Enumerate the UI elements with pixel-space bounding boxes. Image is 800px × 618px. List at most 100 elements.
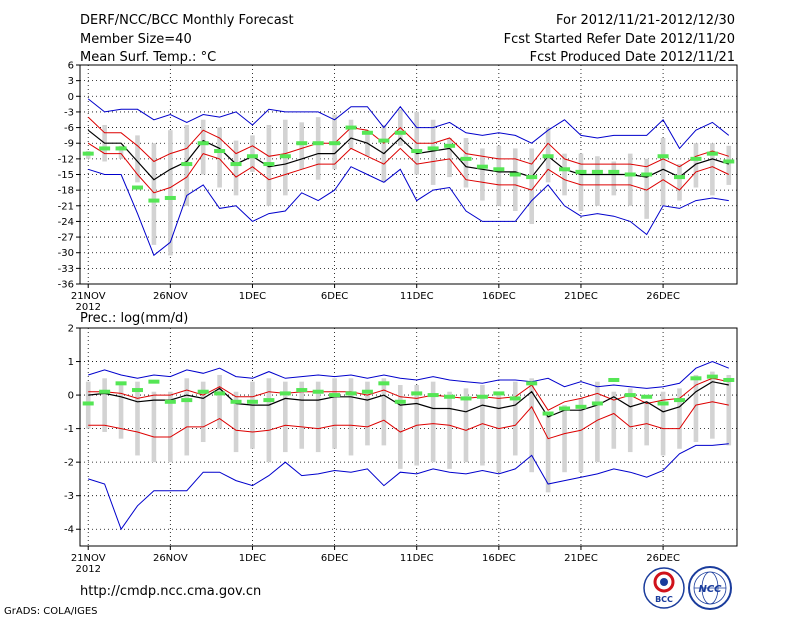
spread-bar bbox=[627, 153, 633, 206]
member-mark bbox=[427, 393, 439, 398]
spread-bar bbox=[217, 374, 222, 429]
member-mark bbox=[246, 399, 258, 404]
member-mark bbox=[99, 389, 111, 394]
spread-bar bbox=[710, 143, 715, 196]
spread-bar bbox=[447, 391, 452, 469]
x-tick-label: 21DEC bbox=[564, 553, 598, 564]
x-tick-label: 11DEC bbox=[400, 553, 434, 564]
member-mark bbox=[690, 376, 702, 381]
y-tick-label: -1 bbox=[64, 424, 74, 435]
source-url[interactable]: http://cmdp.ncc.cma.gov.cn bbox=[80, 584, 261, 599]
y-tick-label: -6 bbox=[64, 123, 74, 134]
spread-bar bbox=[529, 378, 534, 473]
member-mark bbox=[542, 411, 554, 416]
member-mark bbox=[181, 162, 193, 167]
spread-bar bbox=[381, 378, 387, 446]
member-mark bbox=[411, 149, 423, 154]
grads-credit: GrADS: COLA/IGES bbox=[4, 606, 98, 617]
member-mark bbox=[575, 169, 587, 174]
member-mark bbox=[427, 146, 439, 151]
spread-bar bbox=[365, 381, 370, 446]
y-tick-label: 6 bbox=[68, 61, 74, 72]
member-mark bbox=[657, 154, 669, 159]
spread-bar bbox=[463, 138, 469, 188]
member-mark bbox=[115, 381, 127, 386]
member-mark bbox=[394, 130, 406, 135]
spread-bar bbox=[266, 378, 272, 463]
member-mark bbox=[131, 388, 143, 393]
spread-bar bbox=[677, 164, 682, 201]
spread-bar bbox=[627, 388, 633, 453]
spread-bar bbox=[118, 145, 124, 159]
ensemble-mean-line bbox=[88, 381, 729, 418]
y-tick-label: 3 bbox=[68, 76, 74, 87]
member-mark bbox=[378, 138, 390, 143]
member-mark bbox=[476, 164, 488, 169]
x-tick-sublabel: 2012 bbox=[75, 302, 100, 313]
spread-bar bbox=[200, 381, 206, 443]
produced-date-label: Fcst Produced Date 2012/11/21 bbox=[530, 50, 735, 65]
member-mark bbox=[312, 141, 324, 146]
member-mark bbox=[361, 130, 373, 135]
y-tick-label: 0 bbox=[68, 391, 74, 402]
spread-bar bbox=[480, 385, 485, 466]
member-mark bbox=[329, 141, 341, 146]
y-tick-label: -12 bbox=[58, 154, 74, 165]
spread-bar bbox=[644, 158, 649, 219]
member-mark bbox=[329, 393, 341, 398]
spread-bar bbox=[168, 130, 173, 256]
member-mark bbox=[263, 162, 275, 167]
member-mark bbox=[296, 388, 308, 393]
member-mark bbox=[559, 406, 571, 411]
spread-bar bbox=[315, 117, 321, 180]
spread-bar bbox=[677, 388, 682, 449]
member-mark bbox=[394, 399, 406, 404]
member-mark bbox=[460, 396, 472, 401]
member-mark bbox=[444, 394, 456, 399]
member-mark bbox=[214, 149, 226, 154]
member-size-label: Member Size=40 bbox=[80, 32, 192, 47]
x-tick-label: 26DEC bbox=[646, 553, 680, 564]
y-tick-label: -33 bbox=[58, 264, 74, 275]
spread-bar bbox=[562, 405, 567, 473]
member-mark bbox=[657, 401, 669, 406]
y-tick-label: -21 bbox=[58, 201, 74, 212]
spread-bar bbox=[578, 398, 584, 473]
variable-label: Mean Surf. Temp.: °C bbox=[80, 50, 216, 65]
inner-lower-line bbox=[87, 142, 730, 194]
y-tick-label: -27 bbox=[58, 233, 74, 244]
spread-bar bbox=[578, 153, 584, 211]
spread-bar bbox=[595, 156, 600, 206]
member-mark bbox=[99, 146, 111, 151]
x-tick-label: 1DEC bbox=[239, 553, 266, 564]
forecast-period-label: For 2012/11/21-2012/12/30 bbox=[556, 13, 735, 28]
member-mark bbox=[706, 374, 718, 379]
member-mark bbox=[246, 154, 258, 159]
x-tick-label: 21NOV bbox=[71, 553, 106, 564]
member-mark bbox=[197, 141, 209, 146]
member-mark bbox=[641, 394, 653, 399]
member-mark bbox=[279, 154, 291, 159]
member-mark bbox=[312, 389, 324, 394]
spread-bar bbox=[430, 381, 436, 463]
x-tick-label: 26NOV bbox=[153, 291, 188, 302]
x-tick-label: 6DEC bbox=[321, 291, 348, 302]
spread-bar bbox=[480, 148, 485, 201]
figure-title: DERF/NCC/BCC Monthly Forecast bbox=[80, 13, 294, 28]
y-tick-label: -30 bbox=[58, 248, 74, 259]
spread-bar bbox=[151, 391, 157, 463]
member-mark bbox=[526, 175, 538, 180]
y-tick-label: -2 bbox=[64, 458, 74, 469]
spread-bar bbox=[512, 381, 518, 456]
spread-bar bbox=[250, 381, 255, 449]
temperature-chart: 6 3 0 -3 -6 -9 -12 -15 -18 -21 -24 -27 -30 -33 -3621NO… bbox=[58, 61, 738, 313]
member-mark bbox=[82, 401, 94, 406]
spread-bar bbox=[200, 119, 206, 175]
spread-bar bbox=[545, 411, 551, 493]
member-mark bbox=[345, 125, 357, 130]
member-mark bbox=[444, 143, 456, 148]
member-mark bbox=[263, 398, 275, 403]
y-tick-label: -3 bbox=[64, 107, 74, 118]
member-mark bbox=[214, 391, 226, 396]
